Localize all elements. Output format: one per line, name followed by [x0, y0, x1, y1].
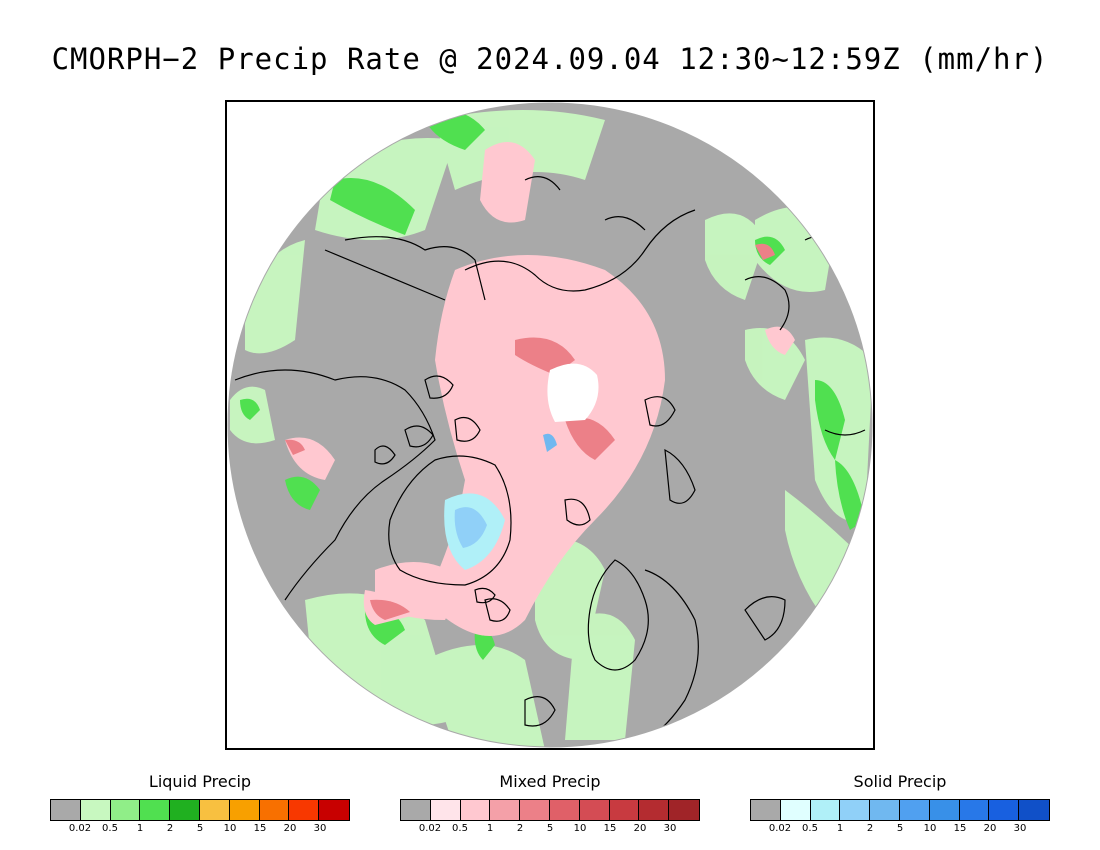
legend-mixed-colorbar	[400, 799, 700, 821]
legend-tick-label: 1	[836, 823, 844, 834]
map-title: CMORPH−2 Precip Rate @ 2024.09.04 12:30~…	[51, 42, 1049, 76]
legend-swatch	[989, 800, 1020, 820]
legend-swatch	[810, 800, 841, 820]
legend-swatch	[401, 800, 431, 820]
legend-tick-label: 10	[573, 823, 587, 834]
legend-swatch	[840, 800, 871, 820]
legend-swatch	[110, 800, 141, 820]
legend-tick-label: 0.02	[68, 823, 92, 834]
polar-precip-map	[227, 102, 873, 748]
legend-tick-label: 0.02	[418, 823, 442, 834]
legend-tick-label: 0.5	[102, 823, 118, 834]
legend-tick-label: 2	[166, 823, 174, 834]
legend-tick-label: 15	[953, 823, 967, 834]
legend-swatch	[199, 800, 230, 820]
legend-swatch	[170, 800, 200, 820]
legend-swatch	[319, 800, 349, 820]
legend-tick-label: 20	[983, 823, 997, 834]
legend-swatch	[959, 800, 990, 820]
legend-tick-label: 30	[663, 823, 677, 834]
legend-swatch	[490, 800, 521, 820]
legend-tick-label: 30	[1013, 823, 1027, 834]
solid-precip-regions	[444, 433, 557, 570]
legend-mixed-title: Mixed Precip	[499, 772, 601, 791]
legend-swatch	[229, 800, 260, 820]
legend-tick-label: 5	[196, 823, 204, 834]
coastlines	[234, 176, 866, 741]
legend-swatch	[289, 800, 320, 820]
legend-tick-label: 10	[223, 823, 237, 834]
legend-liquid-ticks: 0.02 0.5 1 2 5 10 15 20 30	[50, 823, 350, 837]
legend-solid-ticks: 0.02 0.5 1 2 5 10 15 20 30	[750, 823, 1050, 837]
legend-swatch	[899, 800, 930, 820]
legend-tick-label: 15	[603, 823, 617, 834]
legend-tick-label: 5	[896, 823, 904, 834]
legend-tick-label: 1	[136, 823, 144, 834]
legend-tick-label: 20	[633, 823, 647, 834]
legend-swatch	[140, 800, 171, 820]
legend-swatch	[51, 800, 81, 820]
legend-tick-label: 5	[546, 823, 554, 834]
legend-swatch	[780, 800, 811, 820]
legend-mixed-ticks: 0.02 0.5 1 2 5 10 15 20 30	[400, 823, 700, 837]
legend-swatch	[579, 800, 610, 820]
legend-solid-title: Solid Precip	[853, 772, 947, 791]
legend-tick-label: 20	[283, 823, 297, 834]
legend-swatch	[430, 800, 461, 820]
legend-swatch	[460, 800, 491, 820]
legend-tick-label: 10	[923, 823, 937, 834]
legend-swatch	[520, 800, 550, 820]
legend-tick-label: 0.5	[452, 823, 468, 834]
legend-swatch	[549, 800, 580, 820]
legend-liquid-title: Liquid Precip	[148, 772, 252, 791]
legend-tick-label: 2	[866, 823, 874, 834]
legend-solid-colorbar	[750, 799, 1050, 821]
legend-swatch	[870, 800, 900, 820]
legend-swatch	[639, 800, 670, 820]
legend-swatch	[751, 800, 781, 820]
legend-tick-label: 0.02	[768, 823, 792, 834]
legend-tick-label: 2	[516, 823, 524, 834]
legend-swatch	[929, 800, 960, 820]
legend-swatch	[609, 800, 640, 820]
polar-map-frame	[225, 100, 875, 750]
missing-data-patch	[547, 363, 599, 422]
legend-tick-label: 15	[253, 823, 267, 834]
legend-swatch	[669, 800, 699, 820]
legend-swatch	[80, 800, 111, 820]
legend-tick-label: 1	[486, 823, 494, 834]
map-disk-outline	[227, 102, 873, 748]
legend-tick-label: 0.5	[802, 823, 818, 834]
legend-tick-label: 30	[313, 823, 327, 834]
legend-swatch	[259, 800, 290, 820]
mixed-precip-moderate	[285, 243, 775, 620]
legend-swatch	[1019, 800, 1049, 820]
legend-liquid-colorbar	[50, 799, 350, 821]
